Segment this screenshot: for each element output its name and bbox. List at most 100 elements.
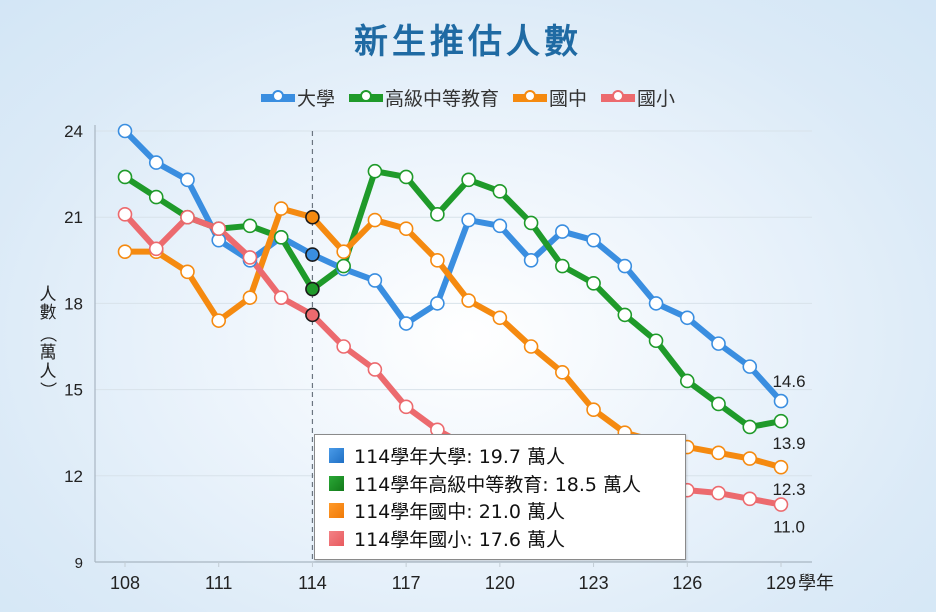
- data-point[interactable]: [461, 212, 476, 228]
- tooltip-row: 114學年國中: 21.0 萬人: [329, 497, 685, 525]
- data-point[interactable]: [711, 336, 726, 351]
- data-point[interactable]: [711, 445, 726, 461]
- data-point[interactable]: [773, 497, 789, 512]
- x-tick-label: 120: [485, 573, 515, 593]
- data-point[interactable]: [711, 396, 726, 412]
- data-point[interactable]: [367, 163, 383, 179]
- data-point[interactable]: [617, 307, 633, 323]
- data-point[interactable]: [148, 189, 164, 205]
- legend-item-junior-high[interactable]: 國中: [513, 84, 587, 111]
- data-point[interactable]: [523, 252, 539, 268]
- highlighted-point[interactable]: [305, 307, 320, 323]
- chart-title: 新生推估人數: [354, 22, 582, 62]
- data-point[interactable]: [648, 333, 664, 349]
- data-point[interactable]: [398, 169, 414, 185]
- y-axis-title-char: 人: [40, 285, 57, 305]
- end-value-label: 13.9: [772, 434, 805, 453]
- data-point[interactable]: [180, 172, 195, 188]
- data-point[interactable]: [398, 399, 414, 415]
- tooltip-text: 114學年高級中等教育: 18.5 萬人: [354, 473, 642, 496]
- data-point[interactable]: [586, 232, 601, 248]
- data-point[interactable]: [242, 290, 258, 305]
- square-icon: [329, 503, 344, 519]
- data-point[interactable]: [586, 275, 601, 291]
- data-point[interactable]: [742, 419, 758, 435]
- data-point[interactable]: [336, 258, 351, 274]
- x-tick-label: 108: [110, 573, 140, 593]
- data-point[interactable]: [523, 339, 539, 354]
- data-point[interactable]: [430, 207, 445, 222]
- tooltip-text: 114學年大學: 19.7 萬人: [354, 446, 566, 469]
- data-point[interactable]: [492, 218, 508, 234]
- data-point[interactable]: [117, 244, 133, 259]
- data-point[interactable]: [148, 241, 164, 257]
- data-point[interactable]: [711, 485, 726, 501]
- y-tick-label: 15: [64, 381, 83, 400]
- data-point[interactable]: [273, 230, 289, 245]
- highlighted-point[interactable]: [305, 281, 320, 297]
- x-tick-label: 117: [392, 573, 421, 593]
- data-point[interactable]: [773, 393, 789, 409]
- data-point[interactable]: [679, 310, 695, 326]
- data-point[interactable]: [773, 459, 789, 475]
- data-point[interactable]: [586, 402, 601, 418]
- x-axis-title: 學年: [798, 573, 834, 594]
- legend-item-senior-high[interactable]: 高級中等教育: [348, 84, 499, 111]
- data-point[interactable]: [211, 313, 227, 328]
- data-point[interactable]: [242, 218, 258, 234]
- legend-label: 大學: [296, 88, 335, 110]
- tooltip-row: 114學年大學: 19.7 萬人: [329, 442, 685, 470]
- data-point[interactable]: [742, 491, 758, 507]
- data-point[interactable]: [679, 373, 695, 389]
- data-point[interactable]: [273, 290, 289, 305]
- data-point[interactable]: [742, 359, 758, 374]
- series-line[interactable]: [122, 128, 784, 405]
- data-point[interactable]: [242, 250, 258, 265]
- series-line[interactable]: [122, 168, 784, 430]
- y-tick-label: 24: [64, 122, 83, 141]
- data-point[interactable]: [742, 451, 758, 466]
- data-point[interactable]: [461, 293, 476, 308]
- data-point[interactable]: [336, 244, 351, 259]
- data-point[interactable]: [430, 252, 445, 268]
- x-tick-label: 123: [579, 573, 609, 593]
- data-point[interactable]: [211, 221, 227, 236]
- data-point[interactable]: [398, 316, 414, 331]
- data-point[interactable]: [492, 310, 508, 326]
- square-icon: [329, 475, 344, 491]
- data-point[interactable]: [555, 224, 570, 239]
- data-point[interactable]: [180, 264, 195, 280]
- data-point[interactable]: [273, 201, 289, 216]
- data-point[interactable]: [523, 215, 539, 231]
- data-point[interactable]: [648, 296, 664, 311]
- data-point[interactable]: [367, 273, 383, 288]
- data-point[interactable]: [617, 258, 633, 274]
- data-point[interactable]: [555, 258, 570, 274]
- data-point[interactable]: [336, 339, 351, 354]
- series-line[interactable]: [122, 205, 784, 471]
- legend-item-university[interactable]: 大學: [260, 84, 335, 111]
- legend-label: 高級中等教育: [384, 88, 499, 110]
- square-icon: [329, 530, 344, 546]
- data-point[interactable]: [398, 221, 414, 236]
- data-point[interactable]: [117, 123, 133, 139]
- data-point[interactable]: [367, 212, 383, 228]
- y-tick-label: 12: [64, 467, 83, 486]
- data-point[interactable]: [367, 362, 383, 377]
- highlighted-point[interactable]: [305, 247, 320, 262]
- data-point[interactable]: [117, 169, 133, 185]
- legend-item-elementary[interactable]: 國小: [601, 84, 675, 111]
- data-point[interactable]: [117, 207, 133, 222]
- data-point[interactable]: [148, 155, 164, 170]
- end-value-label: 14.6: [772, 372, 805, 391]
- y-axis-title-char: ）: [37, 382, 57, 399]
- data-point[interactable]: [180, 209, 195, 225]
- data-point[interactable]: [461, 172, 476, 188]
- x-tick-label: 129: [766, 573, 796, 593]
- data-point[interactable]: [555, 365, 570, 380]
- data-point[interactable]: [430, 296, 445, 311]
- data-point[interactable]: [492, 184, 508, 199]
- highlighted-point[interactable]: [305, 209, 320, 225]
- legend-marker-icon: [348, 89, 383, 103]
- data-point[interactable]: [773, 413, 789, 429]
